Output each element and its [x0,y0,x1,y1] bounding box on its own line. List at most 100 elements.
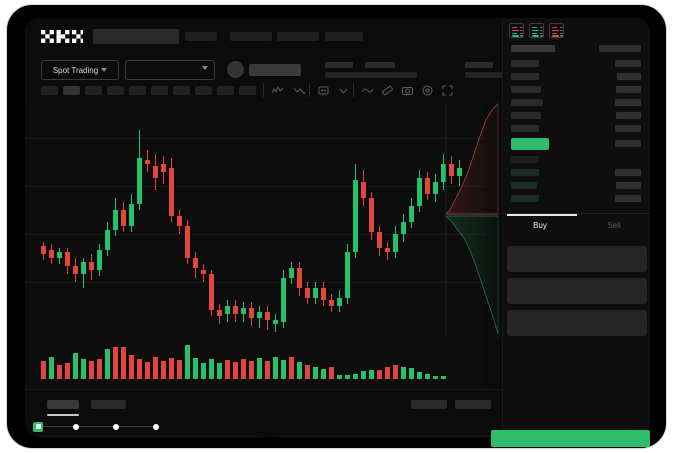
timeframe-3[interactable] [85,86,102,95]
orderbook-spread-size[interactable] [615,140,641,147]
timeframe-5[interactable] [129,86,146,95]
chart-gridline [25,234,485,235]
orderbook-ask-row[interactable] [511,125,539,132]
search-input[interactable] [93,29,179,44]
toolbar-divider-1 [263,83,264,97]
timeframe-9[interactable] [217,86,234,95]
buy-sell-tabbar: Buy Sell [503,213,650,239]
timeframe-10[interactable] [239,86,256,95]
nav-item-2[interactable] [230,32,272,41]
orderbook-bid-row[interactable] [511,156,539,163]
timeframe-7[interactable] [173,86,190,95]
fullscreen-icon[interactable] [441,84,454,97]
okx-logo[interactable] [41,30,83,43]
timeframe-4[interactable] [107,86,124,95]
tab-buy[interactable]: Buy [533,221,547,230]
price-chart[interactable] [25,102,485,337]
orderbook-ask-size[interactable] [615,60,641,67]
step-dot-2[interactable] [73,423,79,430]
bottom-tab-1[interactable] [47,400,79,409]
timeframe-1[interactable] [41,86,58,95]
indicator-icon[interactable] [271,84,284,97]
timeframe-2[interactable] [63,86,80,95]
orderbook-view-toggles [509,23,564,38]
market-stat-3 [465,62,517,78]
orderbook-header-left [511,45,555,52]
orderbook-bid-size[interactable] [615,195,641,202]
template-icon[interactable] [317,84,330,97]
active-tab-underline [47,414,79,416]
coin-avatar [227,61,244,78]
bottom-action-1[interactable] [411,400,447,409]
total-field[interactable] [507,310,647,336]
step-dot-4[interactable] [153,423,159,430]
chevron-down-icon [202,66,208,70]
timeframe-8[interactable] [195,86,212,95]
trading-pair-select[interactable] [125,60,215,80]
orderbook-ask-row[interactable] [511,112,541,119]
spot-trading-label: Spot Trading [52,65,99,75]
active-tab-indicator [507,214,577,216]
chart-gridline [25,282,485,283]
orderbook-view-buy-icon[interactable] [529,23,544,38]
settings-icon[interactable] [421,84,434,97]
timeframe-6[interactable] [151,86,168,95]
market-stat-2 [365,62,417,78]
orderbook-last-price[interactable] [511,138,549,150]
orderbook-bid-size[interactable] [615,169,641,176]
bottom-left-panel[interactable] [37,436,265,437]
orderbook-ask-size[interactable] [615,125,641,132]
primary-cta-button[interactable] [491,430,650,447]
ruler-icon[interactable] [381,84,394,97]
price-field[interactable] [507,246,647,272]
orderbook-bid-row[interactable] [511,169,539,176]
chevron-down-icon [101,68,108,72]
device-frame: Spot Trading [6,4,667,449]
chart-gridline [25,138,485,139]
toolbar-divider-2 [309,83,310,97]
chart-toolbar [25,80,650,102]
volume-series [41,345,446,379]
orderbook-header-right [599,45,641,52]
chevron-down-icon[interactable] [337,84,350,97]
volume-chart[interactable] [25,337,485,389]
camera-icon[interactable] [401,84,414,97]
orderbook-ask-size[interactable] [616,112,641,119]
orderbook-ask-row[interactable] [511,86,541,93]
candlestick-series [41,130,462,332]
bottom-right-panel[interactable] [277,436,495,437]
nav-item-4[interactable] [325,32,363,41]
orderbook-view-sell-icon[interactable] [549,23,564,38]
orderbook-ask-row[interactable] [511,73,539,80]
orderbook-bid-row[interactable] [511,195,539,202]
chart-gridline [25,186,485,187]
bottom-tab-2[interactable] [91,400,126,409]
orderbook-ask-size[interactable] [617,73,641,80]
amount-field[interactable] [507,278,647,304]
market-stat-1 [325,62,377,78]
orderbook-panel: Buy Sell [502,18,650,437]
orderbook-view-both-icon[interactable] [509,23,524,38]
stepper-track [39,426,159,427]
line-chart-icon[interactable] [361,84,374,97]
nav-item-1[interactable] [185,32,217,41]
orderbook-ask-row[interactable] [511,60,539,67]
toolbar-divider-3 [353,83,354,97]
orderbook-bid-row[interactable] [511,182,537,189]
onboarding-stepper [33,421,165,432]
pair-name-placeholder [249,64,301,76]
orders-tabbar [25,389,502,419]
tab-sell[interactable]: Sell [607,221,621,230]
nav-item-3[interactable] [277,32,319,41]
bottom-action-2[interactable] [455,400,491,409]
orderbook-ask-size[interactable] [616,86,641,93]
step-dot-1[interactable] [33,421,43,432]
orderbook-ask-size[interactable] [615,99,641,106]
orderbook-ask-row[interactable] [511,99,543,106]
orderbook-rows[interactable] [503,44,650,209]
orderbook-bid-size[interactable] [616,182,641,189]
app-screen: Spot Trading [25,18,650,437]
compare-icon[interactable] [293,84,306,97]
step-dot-3[interactable] [113,423,119,430]
spot-trading-dropdown[interactable]: Spot Trading [41,60,119,80]
